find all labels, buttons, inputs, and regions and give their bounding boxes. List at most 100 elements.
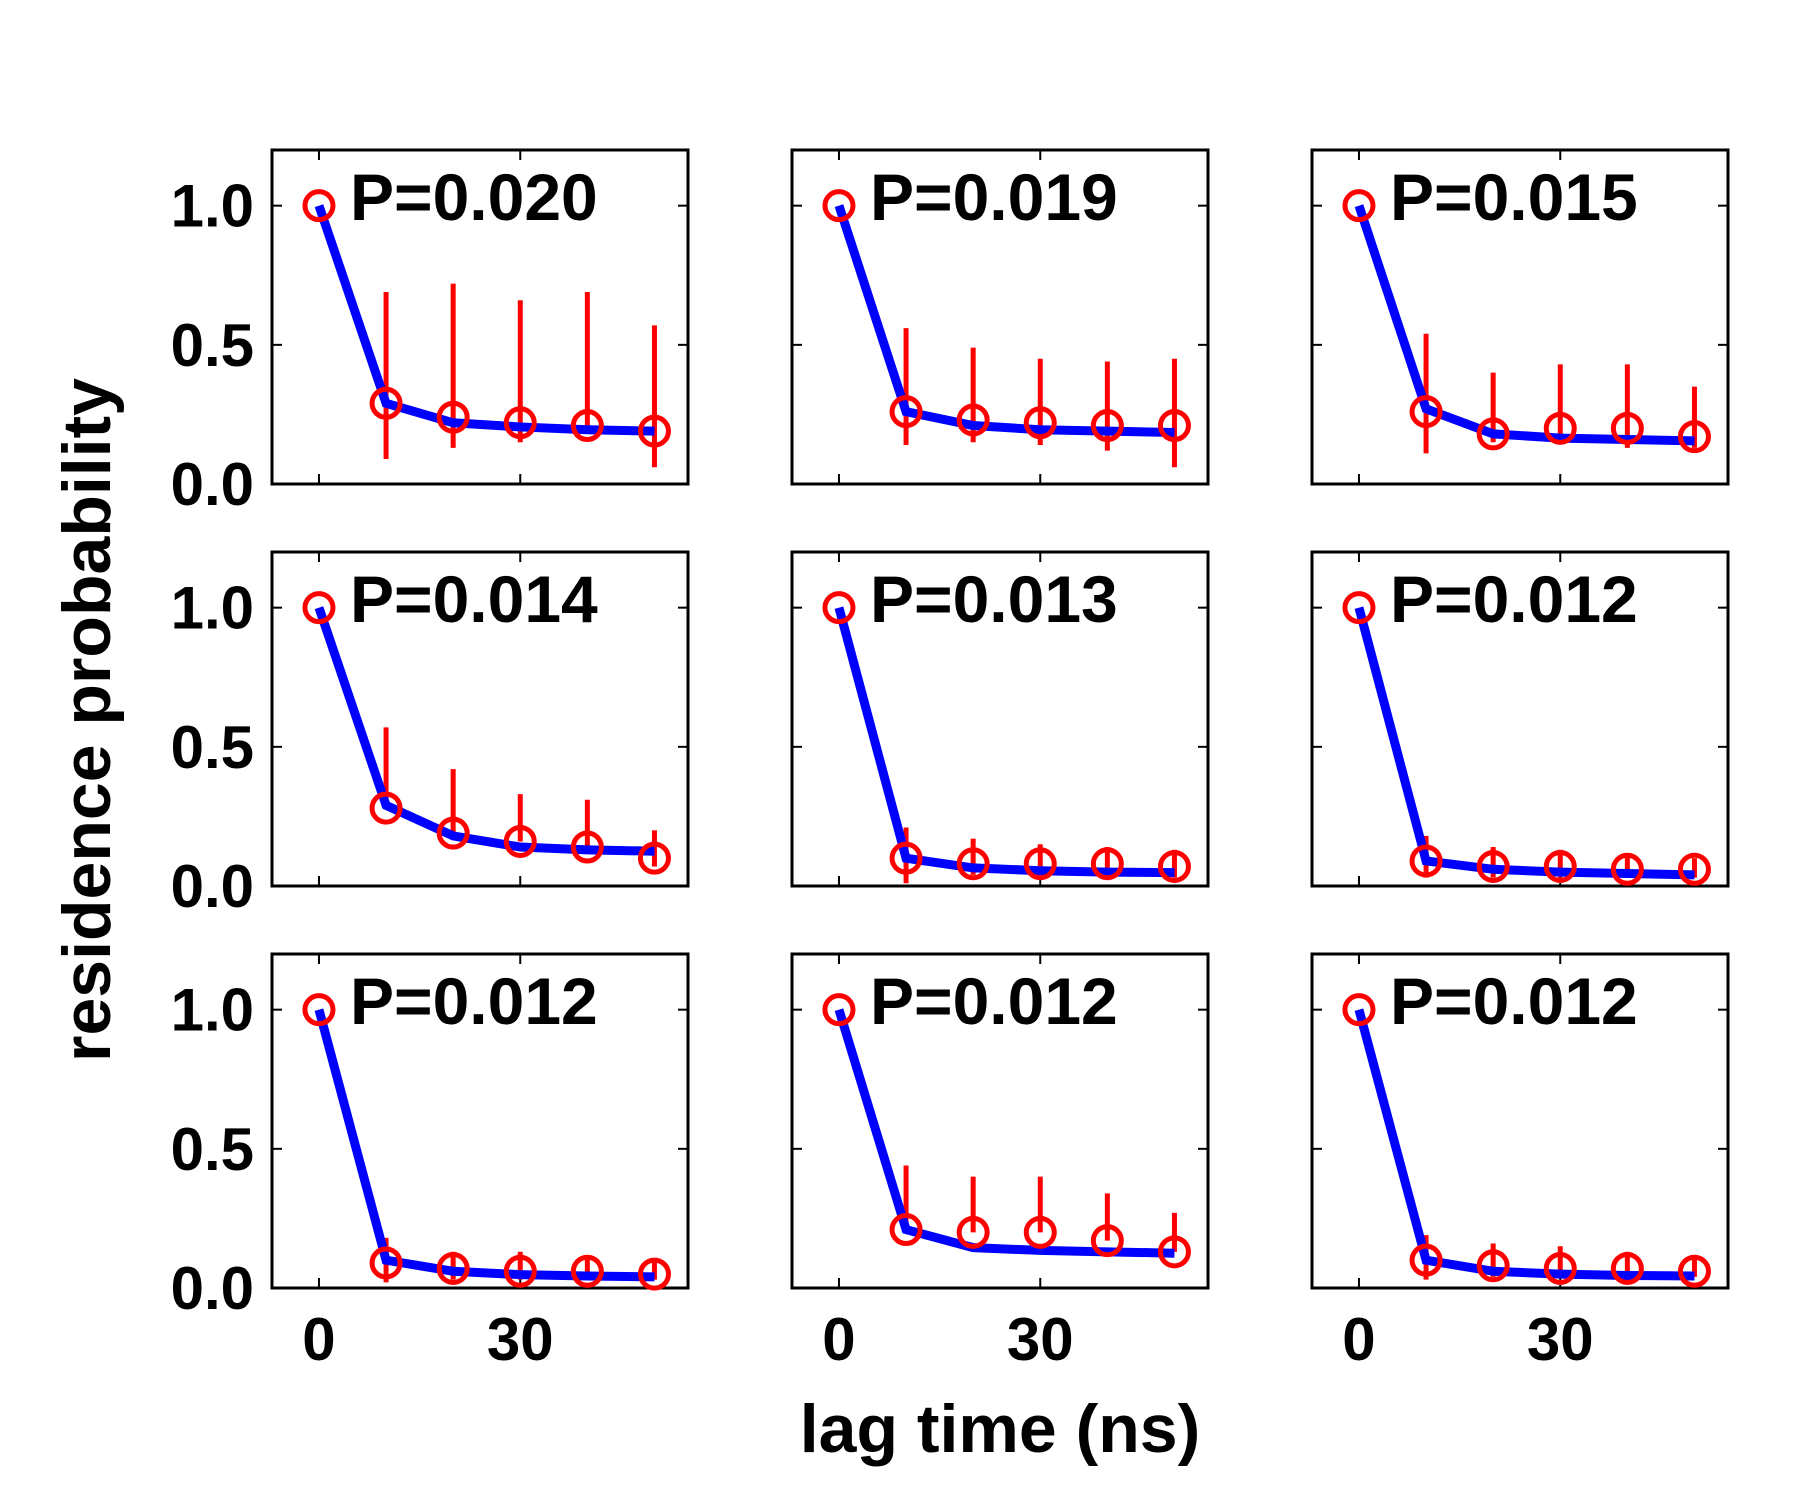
panel-5: P=0.013 xyxy=(790,550,1210,888)
data-point xyxy=(637,1257,671,1291)
data-point xyxy=(1610,852,1644,886)
data-point xyxy=(1023,1215,1057,1249)
panel-8: 0 30 P=0.012 xyxy=(790,952,1210,1373)
panel-7: 0.0 0.5 1.0 0 30 P=0.012 xyxy=(171,952,690,1373)
data-point xyxy=(503,824,537,858)
data-point xyxy=(436,1252,470,1286)
data-point xyxy=(302,993,336,1027)
data-point xyxy=(1476,417,1510,451)
data-point xyxy=(570,830,604,864)
data-point xyxy=(1342,993,1376,1027)
data-point xyxy=(503,406,537,440)
x-tick-label: 0 xyxy=(302,1306,335,1373)
data-point xyxy=(956,1215,990,1249)
data-point xyxy=(889,1213,923,1247)
fit-line xyxy=(1354,204,1695,446)
fit-line xyxy=(834,204,1175,438)
data-point xyxy=(1342,189,1376,223)
data-point xyxy=(570,409,604,443)
data-point xyxy=(503,1254,537,1288)
y-tick-label: 1.0 xyxy=(171,575,254,642)
panel-label: P=0.013 xyxy=(870,562,1118,636)
panel-6: P=0.012 xyxy=(1310,550,1730,888)
x-axis-label: lag time (ns) xyxy=(800,1391,1201,1467)
data-point xyxy=(1610,411,1644,445)
panel-label: P=0.014 xyxy=(350,562,598,636)
data-point xyxy=(956,847,990,881)
data-point xyxy=(1023,847,1057,881)
x-tick-label: 30 xyxy=(1527,1306,1594,1373)
data-point xyxy=(822,993,856,1027)
fit-line xyxy=(834,606,1175,878)
fit-line xyxy=(1354,606,1695,880)
panel-4: 0.0 0.5 1.0 P=0.014 xyxy=(171,550,690,920)
data-point xyxy=(1677,852,1711,886)
axes-frame xyxy=(1310,952,1730,1290)
data-point xyxy=(436,400,470,434)
axes-frame xyxy=(1310,148,1730,486)
data-point xyxy=(1157,850,1191,884)
y-tick-label: 0.5 xyxy=(171,312,254,379)
panel-1: 0.0 0.5 1.0 P=0.020 xyxy=(171,148,690,518)
y-tick-label: 0.5 xyxy=(171,1116,254,1183)
panel-label: P=0.012 xyxy=(1390,964,1638,1038)
data-point xyxy=(1409,844,1443,878)
data-point xyxy=(302,591,336,625)
data-point xyxy=(1543,411,1577,445)
y-tick-label: 0.0 xyxy=(171,853,254,920)
data-point xyxy=(1677,420,1711,454)
data-point xyxy=(1543,850,1577,884)
data-point xyxy=(822,591,856,625)
axes-frame xyxy=(790,952,1210,1290)
data-point xyxy=(822,189,856,223)
data-point xyxy=(369,386,403,420)
y-tick-label: 0.0 xyxy=(171,451,254,518)
x-tick-label: 30 xyxy=(1007,1306,1074,1373)
fit-line xyxy=(314,204,655,436)
data-point xyxy=(1476,850,1510,884)
axes-frame xyxy=(790,550,1210,888)
data-point xyxy=(889,395,923,429)
axes-frame xyxy=(270,148,690,486)
data-point xyxy=(1409,395,1443,429)
y-tick-label: 1.0 xyxy=(171,173,254,240)
y-axis-label: residence probability xyxy=(49,378,125,1062)
fit-line xyxy=(314,1008,655,1282)
panel-3: P=0.015 xyxy=(1310,148,1730,486)
data-point xyxy=(302,189,336,223)
data-point xyxy=(889,841,923,875)
data-point xyxy=(637,414,671,448)
data-point xyxy=(1157,1235,1191,1269)
y-tick-label: 0.5 xyxy=(171,714,254,781)
data-point xyxy=(1090,1224,1124,1258)
data-point xyxy=(436,816,470,850)
panel-label: P=0.020 xyxy=(350,160,598,234)
data-point xyxy=(1476,1249,1510,1283)
x-tick-label: 0 xyxy=(1342,1306,1375,1373)
data-point xyxy=(369,791,403,825)
panel-label: P=0.015 xyxy=(1390,160,1638,234)
data-point xyxy=(637,841,671,875)
data-point xyxy=(1342,591,1376,625)
panel-label: P=0.019 xyxy=(870,160,1118,234)
data-point xyxy=(1677,1254,1711,1288)
panel-label: P=0.012 xyxy=(870,964,1118,1038)
data-point xyxy=(1023,406,1057,440)
y-tick-label: 1.0 xyxy=(171,977,254,1044)
data-point xyxy=(369,1246,403,1280)
fit-line xyxy=(1354,1008,1695,1281)
panel-label: P=0.012 xyxy=(1390,562,1638,636)
data-point xyxy=(1157,409,1191,443)
axes-frame xyxy=(270,550,690,888)
y-tick-label: 0.0 xyxy=(171,1255,254,1322)
panel-grid: 0.0 0.5 1.0 P=0.020 P=0.019 P=0.015 0.0 0.5 1.0 P… xyxy=(171,148,1730,1373)
data-point xyxy=(1409,1243,1443,1277)
x-tick-label: 0 xyxy=(822,1306,855,1373)
data-point xyxy=(570,1254,604,1288)
axes-frame xyxy=(790,148,1210,486)
fit-line xyxy=(834,1008,1175,1258)
x-tick-label: 30 xyxy=(487,1306,554,1373)
axes-frame xyxy=(1310,550,1730,888)
fit-line xyxy=(314,606,655,856)
data-point xyxy=(1090,847,1124,881)
